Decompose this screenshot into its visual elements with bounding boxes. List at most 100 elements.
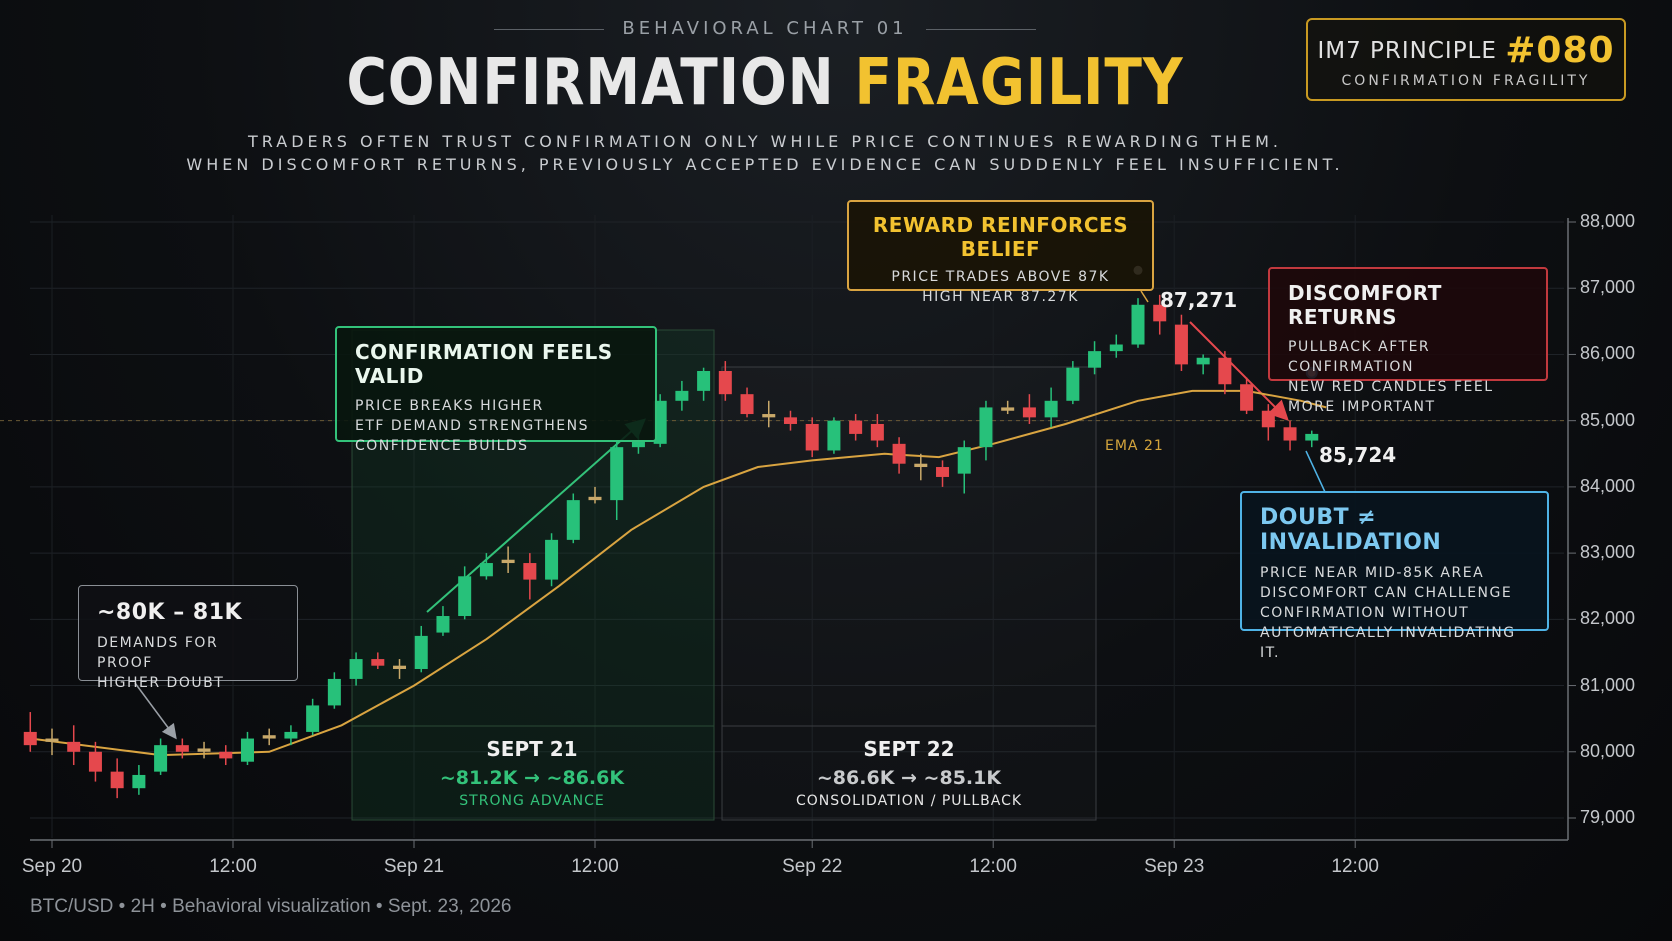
candle-body [588,496,602,501]
candle-body [1022,407,1036,418]
candle-body [88,751,102,772]
candle [436,606,450,636]
candle-body [783,417,797,424]
candle [327,672,341,709]
candle [979,400,993,461]
candle-body [610,447,624,501]
candle-body [393,665,407,669]
candle-body [849,420,863,434]
candle-body [1044,400,1058,418]
valid-line-2: ETF DEMAND STRENGTHENS [355,418,590,434]
candle [1218,351,1232,395]
candle [1196,354,1210,375]
candle [1174,314,1188,371]
valid-line-3: CONFIDENCE BUILDS [355,438,529,454]
candle [892,437,906,474]
x-tick-label: 12:00 [209,856,257,877]
x-tick-label: Sep 20 [21,856,83,877]
candle [783,410,797,431]
candle-body [436,616,450,633]
doubt-line-2: DISCOMFORT CAN CHALLENGE [1260,585,1513,601]
candle [67,725,81,766]
candle-body [110,771,124,789]
y-tick-label: 81,000 [1580,674,1636,695]
candle [284,725,298,746]
candle-body [154,745,168,772]
subtitle-line-1: TRADERS OFTEN TRUST CONFIRMATION ONLY WH… [248,132,1282,151]
reward-title: REWARD REINFORCES BELIEF [872,213,1129,261]
discomfort-line-1: PULLBACK AFTER CONFIRMATION [1288,339,1431,375]
candle [306,698,320,736]
candle [957,440,971,494]
candle [936,460,950,487]
y-tick-label: 83,000 [1580,542,1636,563]
x-tick-label: 12:00 [571,856,619,877]
session-sept-21: SEPT 21 ~81.2K → ~86.6K STRONG ADVANCE [352,737,712,809]
candle [545,533,559,587]
candle-body [240,738,254,762]
chart-axes [30,218,1576,848]
candle [1044,387,1058,428]
candle-body [870,423,884,441]
annotation-doubt: DOUBT ≠ INVALIDATION PRICE NEAR MID-85K … [1240,491,1549,661]
candle [1153,294,1167,335]
candle-body [458,576,472,617]
chart-kicker: BEHAVIORAL CHART 01 [0,18,1530,39]
session-22-desc: CONSOLIDATION / PULLBACK [795,793,1023,809]
proof-line-2: HIGHER DOUBT [97,675,225,691]
candle [1261,404,1275,441]
candle-body [914,463,928,468]
candle-body [1196,357,1210,365]
kicker-text: BEHAVIORAL CHART 01 [622,18,908,39]
candle-body [197,748,211,752]
y-tick-label: 79,000 [1580,807,1636,827]
candle-body [1174,324,1188,365]
candle-body [1153,304,1167,322]
principle-badge: IM7 PRINCIPLE #080 CONFIRMATION FRAGILIT… [1306,18,1626,101]
candle-body [1001,407,1015,411]
candle [393,659,407,679]
candle-body [936,467,950,477]
candle [371,652,385,669]
candle-body [675,390,689,401]
candle-body [566,500,580,540]
candle-body [414,635,428,669]
candle-body [762,414,776,418]
session-22-range: ~86.6K → ~85.1K [816,767,1002,789]
y-tick-label: 86,000 [1580,343,1636,364]
candle [827,417,841,454]
candle [588,486,602,504]
candle [1109,334,1123,358]
y-tick-label: 82,000 [1580,608,1636,629]
candle-body [545,539,559,580]
candle [1131,298,1145,348]
high-price-label: 87,271 [1160,288,1238,312]
candle [675,380,689,411]
candle [262,728,276,746]
candle [349,652,363,686]
arrow-proof [134,682,177,740]
doubt-title: DOUBT ≠ INVALIDATION [1260,505,1442,555]
candle [458,566,472,620]
y-tick-label: 87,000 [1580,277,1636,298]
candle-body [262,735,276,739]
candle [1305,430,1319,448]
candle-body [892,443,906,464]
arrow-reward [1140,290,1149,303]
last-price-label: 85,724 [1319,443,1397,467]
candle-body [1131,304,1145,345]
arrow-discomfort [1189,321,1289,421]
x-tick-label: Sep 21 [383,856,445,877]
x-tick-label: Sep 22 [782,856,843,877]
x-tick-label: 12:00 [1331,856,1379,877]
arrow-doubt [1305,450,1326,493]
candle-body [718,371,732,395]
doubt-line-1: PRICE NEAR MID-85K AREA [1260,565,1485,581]
candle [1001,400,1015,415]
candle-body [175,745,189,752]
discomfort-line-2: NEW RED CANDLES FEEL [1288,379,1494,395]
candle-body [219,751,233,759]
badge-prefix: IM7 PRINCIPLE [1317,38,1497,64]
chart-title: CONFIRMATION FRAGILITY [107,46,1423,120]
annotation-confirmation-valid: CONFIRMATION FEELS VALID PRICE BREAKS HI… [335,326,657,454]
